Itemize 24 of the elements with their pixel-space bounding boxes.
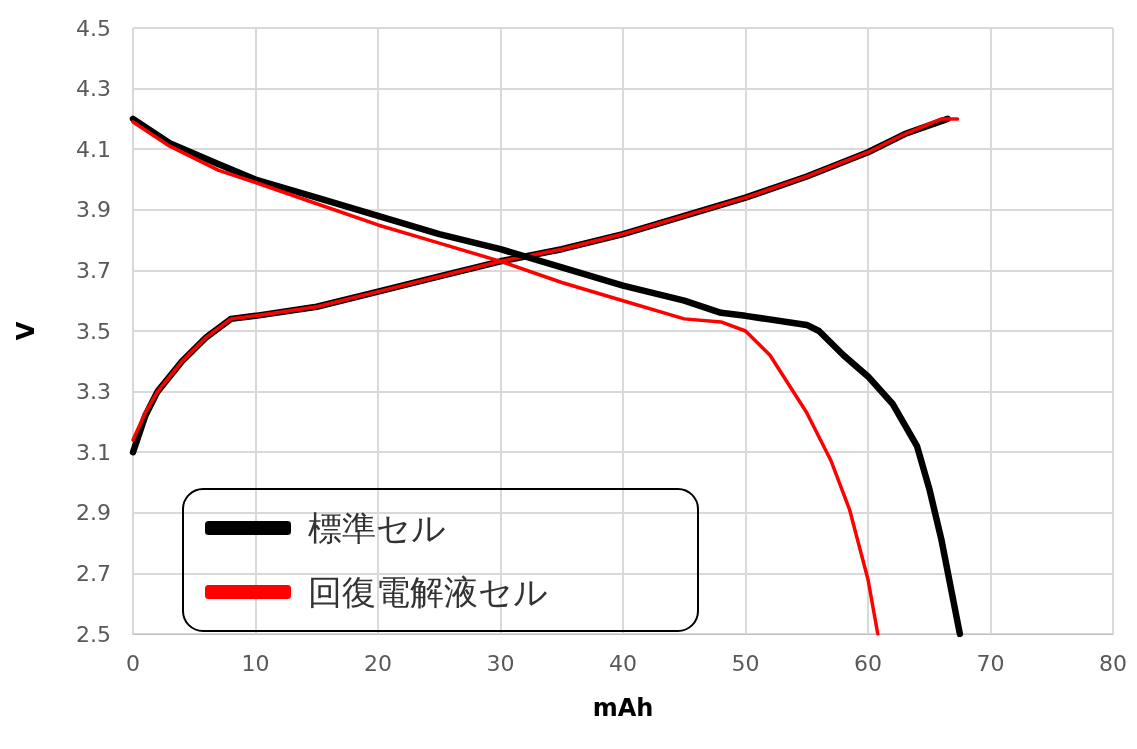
y-tick-label: 4.3 (76, 76, 111, 102)
x-tick-label: 70 (976, 650, 1005, 676)
y-tick-label: 3.1 (76, 439, 111, 465)
x-tick-label: 10 (241, 650, 270, 676)
x-tick-label: 80 (1099, 650, 1127, 676)
y-axis-title: V (12, 321, 40, 341)
legend-label: 標準セル (308, 508, 446, 548)
x-tick-label: 30 (486, 650, 515, 676)
x-tick-label: 50 (731, 650, 760, 676)
x-axis-title: mAh (592, 694, 654, 722)
y-tick-label: 2.9 (76, 500, 111, 526)
y-tick-label: 3.3 (76, 379, 111, 405)
y-tick-label: 2.5 (76, 621, 111, 647)
x-tick-label: 40 (609, 650, 637, 676)
y-tick-label: 3.9 (76, 197, 111, 223)
x-tick-label: 60 (854, 650, 882, 676)
y-tick-label: 4.1 (76, 136, 111, 162)
y-tick-label: 2.7 (76, 560, 111, 586)
y-tick-label: 3.7 (76, 257, 111, 283)
legend-label: 回復電解液セル (308, 572, 548, 612)
x-tick-label: 0 (126, 650, 140, 676)
y-tick-label: 3.5 (76, 318, 111, 344)
y-tick-label: 4.5 (76, 15, 111, 41)
x-tick-label: 20 (364, 650, 392, 676)
